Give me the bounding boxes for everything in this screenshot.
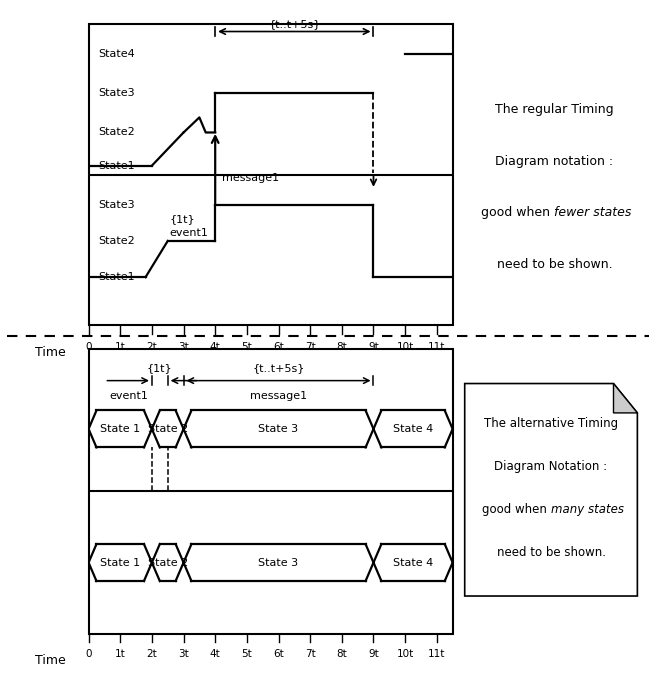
Text: State 2: State 2 <box>148 424 188 434</box>
Text: 1t: 1t <box>115 649 125 659</box>
Text: event1: event1 <box>110 390 149 401</box>
Text: 2t: 2t <box>146 342 157 352</box>
Text: 5t: 5t <box>241 342 252 352</box>
Text: need to be shown.: need to be shown. <box>497 547 605 559</box>
Text: The regular Timing: The regular Timing <box>495 103 613 116</box>
Text: Diagram notation :: Diagram notation : <box>495 155 613 168</box>
Text: good when: good when <box>482 503 551 516</box>
Text: State 1: State 1 <box>100 558 140 568</box>
Text: State2: State2 <box>98 236 134 246</box>
Text: 9t: 9t <box>368 649 379 659</box>
Text: 10t: 10t <box>396 342 414 352</box>
Text: 9t: 9t <box>368 342 379 352</box>
Text: State1: State1 <box>98 272 134 282</box>
Text: event1: event1 <box>169 228 208 238</box>
Bar <box>89 349 453 634</box>
Text: Time: Time <box>35 653 66 667</box>
Text: many states: many states <box>551 503 624 516</box>
Text: 3t: 3t <box>178 342 189 352</box>
Text: message1: message1 <box>222 173 279 183</box>
Text: 6t: 6t <box>273 342 284 352</box>
Text: need to be shown.: need to be shown. <box>497 258 612 271</box>
Text: 8t: 8t <box>337 342 347 352</box>
Text: {t..t+5s}: {t..t+5s} <box>268 19 321 29</box>
Text: 6t: 6t <box>273 649 284 659</box>
Text: 8t: 8t <box>337 649 347 659</box>
Text: 7t: 7t <box>305 649 316 659</box>
Text: 1t: 1t <box>115 342 125 352</box>
Text: {1t}: {1t} <box>147 364 173 373</box>
Text: State 1: State 1 <box>100 424 140 434</box>
Text: State3: State3 <box>98 200 134 210</box>
Text: 4t: 4t <box>210 649 220 659</box>
Text: 0: 0 <box>85 342 92 352</box>
Text: {1t}: {1t} <box>169 214 195 225</box>
Text: 5t: 5t <box>241 649 252 659</box>
Text: 11t: 11t <box>428 342 445 352</box>
Text: {t..t+5s}: {t..t+5s} <box>253 364 304 373</box>
Text: State 4: State 4 <box>393 558 433 568</box>
Text: Time: Time <box>35 347 66 360</box>
Text: State2: State2 <box>98 127 134 138</box>
Text: 4t: 4t <box>210 342 220 352</box>
Text: message1: message1 <box>250 390 307 401</box>
Text: State 3: State 3 <box>258 558 298 568</box>
Text: The alternative Timing: The alternative Timing <box>484 417 618 430</box>
Text: State 4: State 4 <box>393 424 433 434</box>
Bar <box>89 24 453 325</box>
Text: 2t: 2t <box>146 649 157 659</box>
Text: 0: 0 <box>85 649 92 659</box>
Text: 11t: 11t <box>428 649 445 659</box>
Text: good when: good when <box>482 206 554 219</box>
Text: Diagram Notation :: Diagram Notation : <box>495 460 607 473</box>
Text: State 3: State 3 <box>258 424 298 434</box>
Polygon shape <box>464 384 638 596</box>
Text: State1: State1 <box>98 161 134 171</box>
Text: fewer states: fewer states <box>554 206 632 219</box>
Polygon shape <box>613 384 638 413</box>
Text: State4: State4 <box>98 49 134 59</box>
Text: State 2: State 2 <box>148 558 188 568</box>
Text: 3t: 3t <box>178 649 189 659</box>
Text: 7t: 7t <box>305 342 316 352</box>
Text: State3: State3 <box>98 88 134 98</box>
Text: 10t: 10t <box>396 649 414 659</box>
